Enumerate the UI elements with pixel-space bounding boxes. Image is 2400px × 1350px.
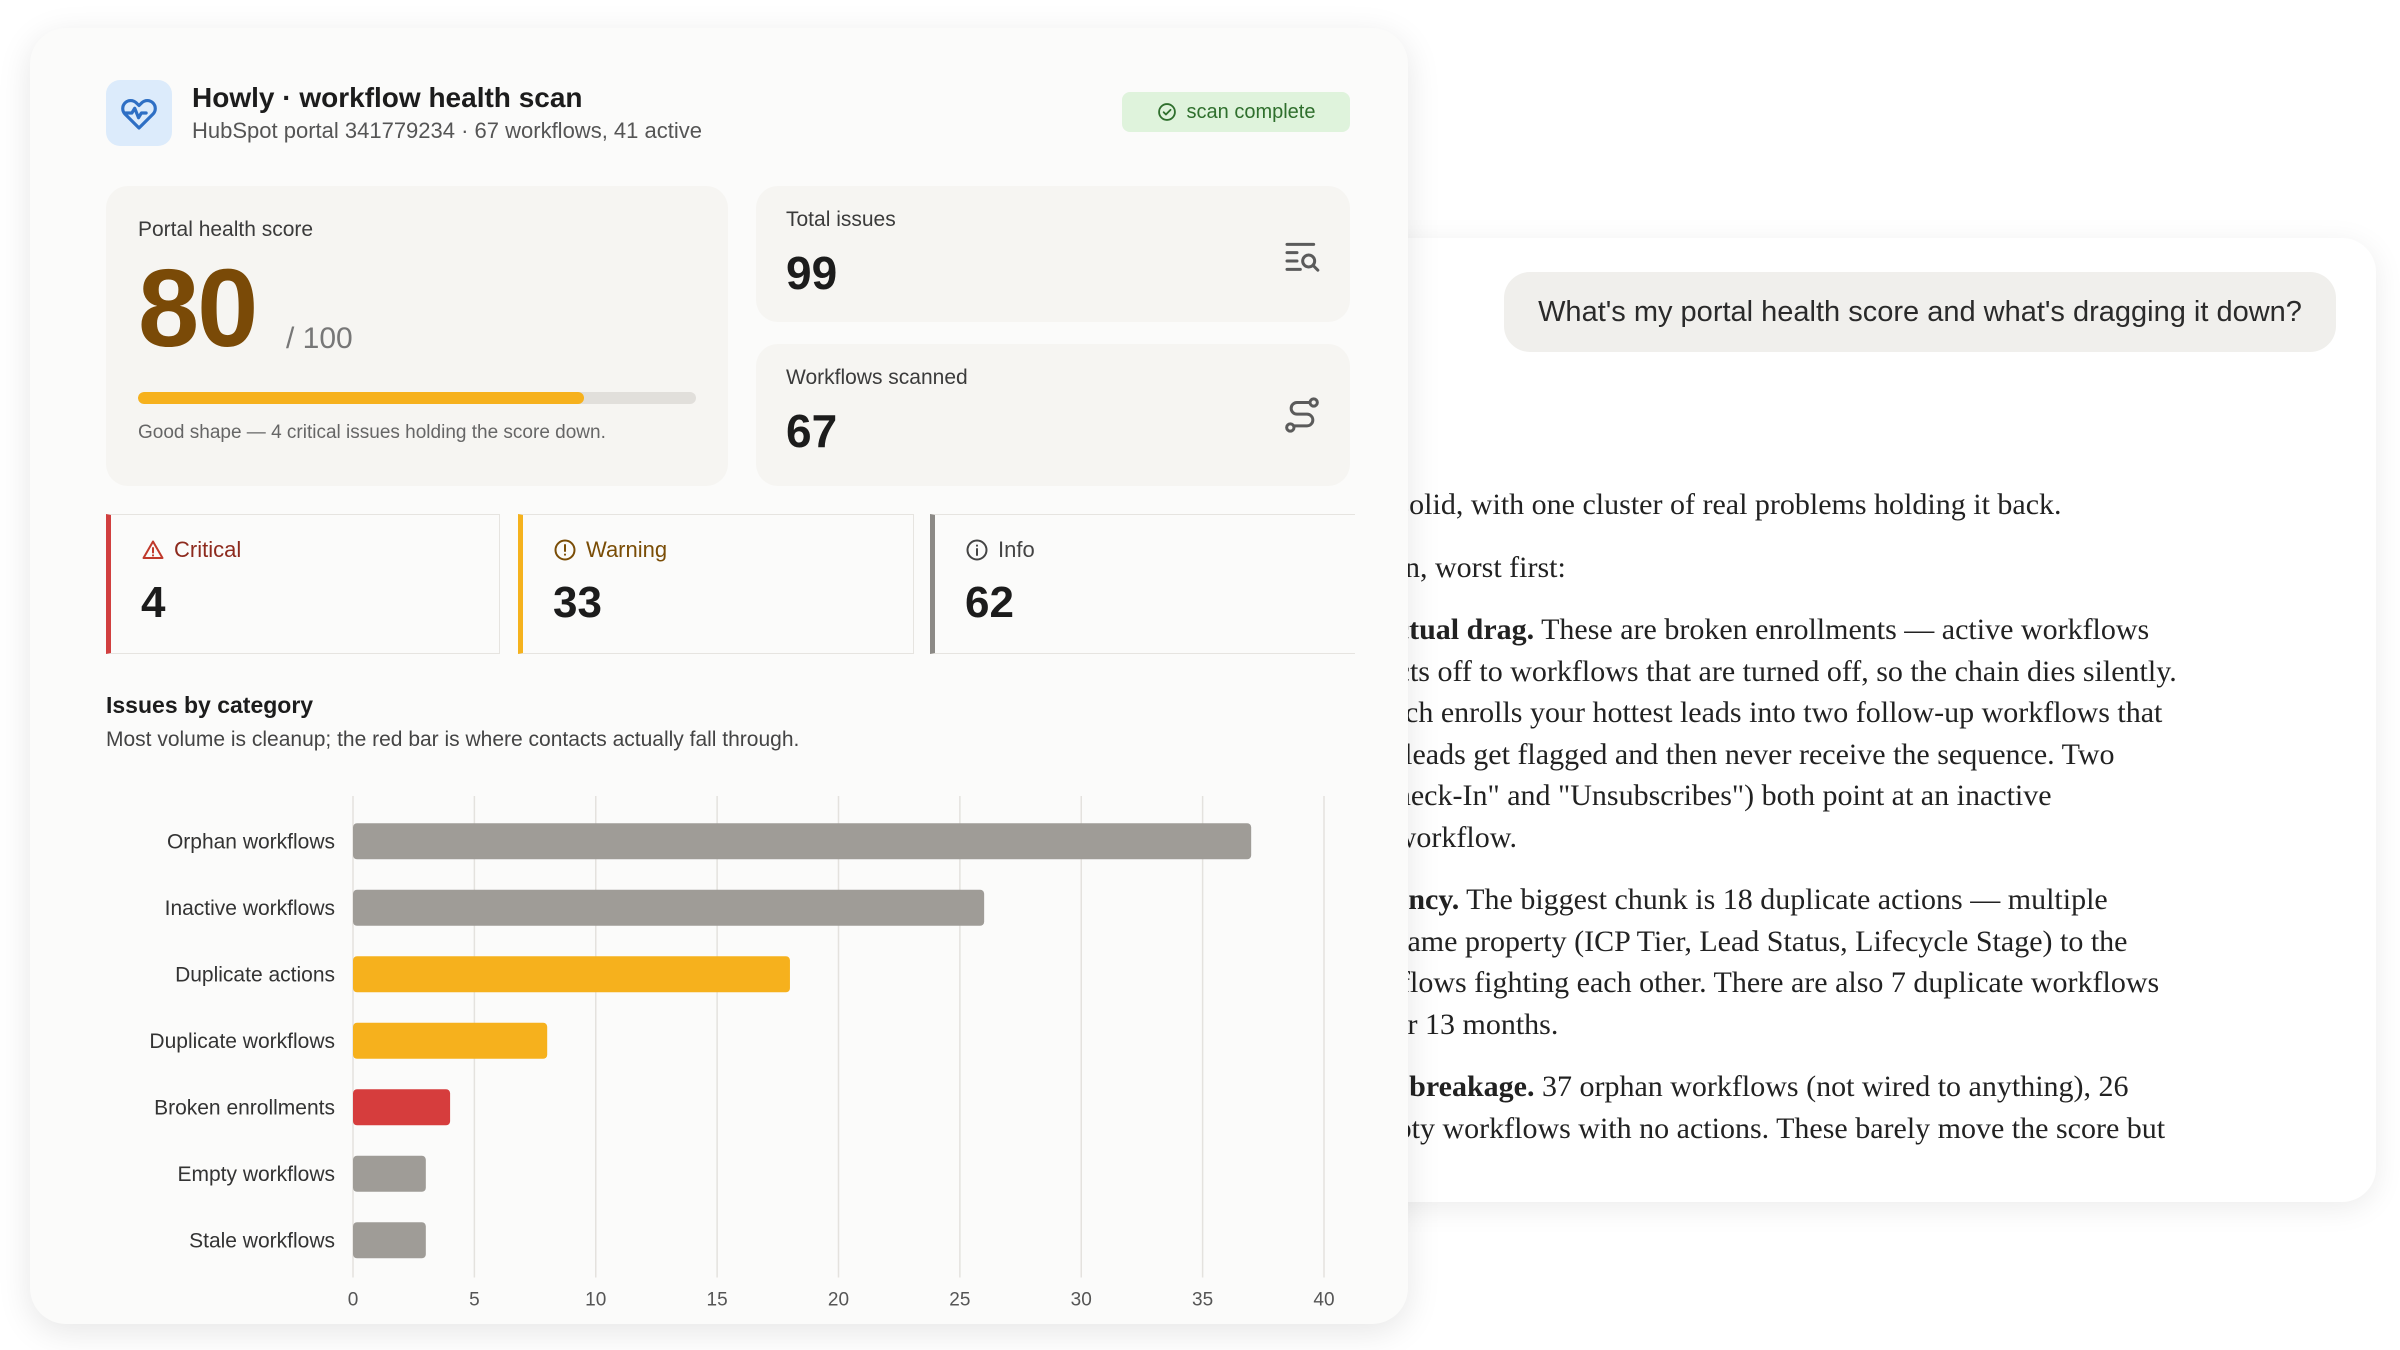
chat-panel: What's my portal health score and what's… [1360,238,2376,1202]
workflows-scanned-label: Workflows scanned [786,366,968,389]
category-label: Stale workflows [189,1229,335,1252]
warning-value: 33 [553,578,602,627]
bar-duplicate-actions [353,956,790,993]
response-line: which enrolls your hottest leads into tw… [1360,692,2340,734]
category-label: Duplicate workflows [149,1030,335,1053]
list-search-icon [1285,242,1320,272]
assistant-response: — solid, with one cluster of real proble… [1360,484,2340,1202]
critical-label-row: Critical [141,537,241,563]
critical-tile: Critical 4 [106,514,500,654]
category-label: Duplicate actions [175,963,335,986]
critical-label: Critical [174,537,242,562]
category-label: Empty workflows [177,1163,335,1186]
scan-status-label: scan complete [1186,100,1316,123]
category-label: Orphan workflows [167,830,335,853]
total-issues-value: 99 [786,247,838,299]
response-line-text: ied leads get flagged and then never rec… [1360,737,2115,771]
heart-pulse-icon [106,80,172,146]
bar-stale-workflows [353,1222,426,1259]
score-denominator: / 100 [286,322,353,355]
score-progress-bar [138,392,696,404]
response-line-text: which enrolls your hottest leads into tw… [1360,696,2163,729]
score-progress-fill [138,392,585,404]
user-message-bubble: What's my portal health score and what's… [1504,272,2336,352]
response-line: d" workflow. [1360,817,2340,859]
bar-orphan-workflows [353,823,1252,860]
x-tick-label: 35 [1192,1290,1213,1311]
x-tick-label: 25 [949,1290,970,1311]
workflows-scanned-value: 67 [786,405,838,457]
bar-broken-enrollments [353,1089,451,1126]
warning-triangle-icon [142,540,164,559]
response-line: d for 13 months. [1360,1004,2340,1046]
response-line-text: These are broken enrollments — active wo… [1534,613,2150,646]
user-message-text: What's my portal health score and what's… [1538,295,2302,328]
response-line: l Check-In" and "Unsubscribes") both poi… [1360,775,2340,817]
warning-label: Warning [586,537,668,562]
response-line-text: he same property (ICP Tier, Lead Status,… [1360,924,2128,958]
response-line-text: orkflows fighting each other. There are … [1360,966,2160,999]
response-line: he same property (ICP Tier, Lead Status,… [1360,921,2340,963]
response-line: not breakage. 37 orphan workflows (not w… [1360,1066,2340,1108]
response-line: empty workflows with no actions. These b… [1360,1108,2340,1150]
x-tick-label: 30 [1071,1290,1092,1311]
x-tick-label: 10 [585,1290,606,1311]
bar-empty-workflows [353,1155,426,1192]
response-line: e actual drag. These are broken enrollme… [1360,609,2340,651]
info-tile: Info 62 [930,514,1355,654]
scan-status-badge: scan complete [1122,92,1350,132]
total-issues-tile: Total issues 99 [756,186,1350,322]
route-icon [1285,397,1319,433]
response-line-text: — solid, with one cluster of real proble… [1360,488,2062,521]
response-line-text: empty workflows with no actions. These b… [1360,1111,2166,1145]
x-tick-label: 0 [348,1290,359,1311]
bar-inactive-workflows [353,889,985,926]
response-line-text: l Check-In" and "Unsubscribes") both poi… [1360,779,2052,812]
check-circle-icon [1157,103,1176,121]
response-line: orkflows fighting each other. There are … [1360,962,2340,1004]
info-label: Info [998,537,1035,562]
workflows-scanned-tile: Workflows scanned 67 [756,344,1350,486]
total-issues-label: Total issues [786,208,896,231]
category-chart-title: Issues by category [106,692,314,718]
category-label: Broken enrollments [154,1096,335,1119]
critical-value: 4 [141,578,166,627]
issues-by-category-chart: 0 5 10 15 20 25 30 35 40 Orphan workflows Inactive… [149,796,1335,1311]
response-line: ndancy. The biggest chunk is 18 duplicat… [1360,879,2340,921]
x-tick-label: 5 [469,1290,480,1311]
scan-subtitle: HubSpot portal 341779234 · 67 workflows,… [192,118,702,143]
x-tick-label: 40 [1313,1290,1334,1311]
response-line-text: The biggest chunk is 18 duplicate action… [1459,883,2108,916]
info-value: 62 [965,578,1014,627]
warning-label-row: Warning [553,537,667,563]
health-scan-card: Howly · workflow health scan HubSpot por… [30,28,1408,1324]
info-label-row: Info [965,537,1035,563]
info-circle-icon [966,539,988,561]
bar-duplicate-workflows [353,1022,548,1059]
x-tick-label: 15 [707,1290,728,1311]
portal-health-score-tile: Portal health score 80 / 100 Good shape … [106,186,728,486]
alert-circle-icon [554,539,576,561]
scan-title: Howly · workflow health scan [192,82,583,113]
category-chart-subtitle: Most volume is cleanup; the red bar is w… [106,728,800,751]
response-line-text: ntacts off to workflows that are turned … [1360,654,2177,688]
x-tick-label: 20 [828,1290,849,1311]
category-label: Inactive workflows [165,897,335,920]
response-line: ied leads get flagged and then never rec… [1360,734,2340,776]
response-line-text: 37 orphan workflows (not wired to anythi… [1534,1070,2129,1103]
response-line: ntacts off to workflows that are turned … [1360,651,2340,693]
response-line: lown, worst first: [1360,547,2340,589]
score-value: 80 [138,247,258,370]
response-line: — solid, with one cluster of real proble… [1360,484,2340,526]
warning-tile: Warning 33 [518,514,914,654]
score-note: Good shape — 4 critical issues holding t… [138,422,606,443]
score-label: Portal health score [138,218,314,241]
